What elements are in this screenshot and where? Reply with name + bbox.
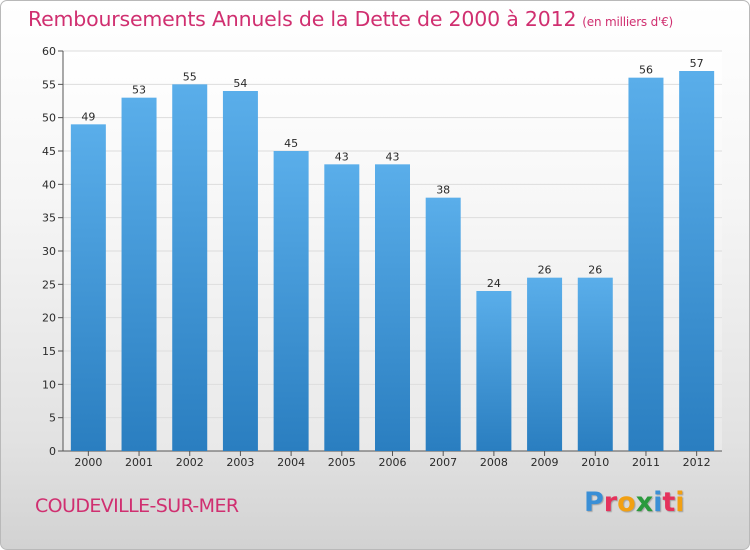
value-label-2005: 43 <box>335 150 349 163</box>
value-label-2011: 56 <box>639 64 653 77</box>
x-tick-label-2006: 2006 <box>379 456 407 469</box>
y-tick-label: 35 <box>42 212 56 225</box>
x-tick-label-2004: 2004 <box>277 456 305 469</box>
x-tick-label-2001: 2001 <box>125 456 153 469</box>
chart-title: Remboursements Annuels de la Dette de 20… <box>28 7 673 31</box>
value-label-2000: 49 <box>81 110 95 123</box>
logo-letter: t <box>662 487 676 518</box>
x-tick-label-2011: 2011 <box>632 456 660 469</box>
bar-2010 <box>577 277 613 451</box>
value-label-2010: 26 <box>588 264 602 277</box>
x-tick-label-2012: 2012 <box>683 456 711 469</box>
logo-letter: x <box>635 487 654 518</box>
x-tick-label-2008: 2008 <box>480 456 508 469</box>
bar-2005 <box>324 164 360 452</box>
bar-2004 <box>273 151 309 451</box>
x-tick-label-2002: 2002 <box>176 456 204 469</box>
value-label-2001: 53 <box>132 84 146 97</box>
y-tick-label: 5 <box>49 412 56 425</box>
x-tick-label-2007: 2007 <box>429 456 457 469</box>
logo-letter: i <box>675 487 685 518</box>
bar-2008 <box>476 291 512 451</box>
y-tick-label: 45 <box>42 145 56 158</box>
y-tick-label: 20 <box>42 312 56 325</box>
y-tick-label: 55 <box>42 78 56 91</box>
logo-letter: o <box>617 487 636 518</box>
y-tick-label: 30 <box>42 245 56 258</box>
bar-2002 <box>172 84 208 451</box>
value-label-2012: 57 <box>690 57 704 70</box>
bar-2011 <box>628 77 664 452</box>
chart-title-text: Remboursements Annuels de la Dette de 20… <box>28 7 577 31</box>
value-label-2007: 38 <box>436 184 450 197</box>
value-label-2003: 54 <box>233 77 247 90</box>
logo-letter: P <box>584 487 604 518</box>
bar-2001 <box>121 97 157 452</box>
value-label-2004: 45 <box>284 137 298 150</box>
y-tick-label: 10 <box>42 378 56 391</box>
bar-2006 <box>375 164 410 452</box>
place-name: COUDEVILLE-SUR-MER <box>35 495 239 517</box>
x-tick-label-2010: 2010 <box>581 456 609 469</box>
y-tick-label: 25 <box>42 278 56 291</box>
bar-2009 <box>527 277 563 451</box>
bar-2000 <box>70 124 106 451</box>
chart-unit: (en milliers d'€) <box>582 15 674 29</box>
x-tick-label-2000: 2000 <box>74 456 102 469</box>
logo-letter: r <box>603 487 618 518</box>
y-tick-label: 15 <box>42 345 56 358</box>
value-label-2006: 43 <box>386 150 400 163</box>
value-label-2009: 26 <box>538 264 552 277</box>
y-tick-label: 0 <box>49 445 56 458</box>
x-tick-label-2009: 2009 <box>531 456 559 469</box>
x-tick-label-2005: 2005 <box>328 456 356 469</box>
logo-letter: i <box>653 487 663 518</box>
bar-2007 <box>425 197 461 451</box>
value-label-2008: 24 <box>487 277 501 290</box>
x-tick-label-2003: 2003 <box>226 456 254 469</box>
proxiti-logo: Proxiti <box>584 487 685 518</box>
y-tick-label: 60 <box>42 45 56 58</box>
bar-2003 <box>222 91 258 451</box>
y-tick-label: 50 <box>42 112 56 125</box>
y-tick-label: 40 <box>42 178 56 191</box>
bar-2012 <box>679 71 715 451</box>
value-label-2002: 55 <box>183 70 197 83</box>
